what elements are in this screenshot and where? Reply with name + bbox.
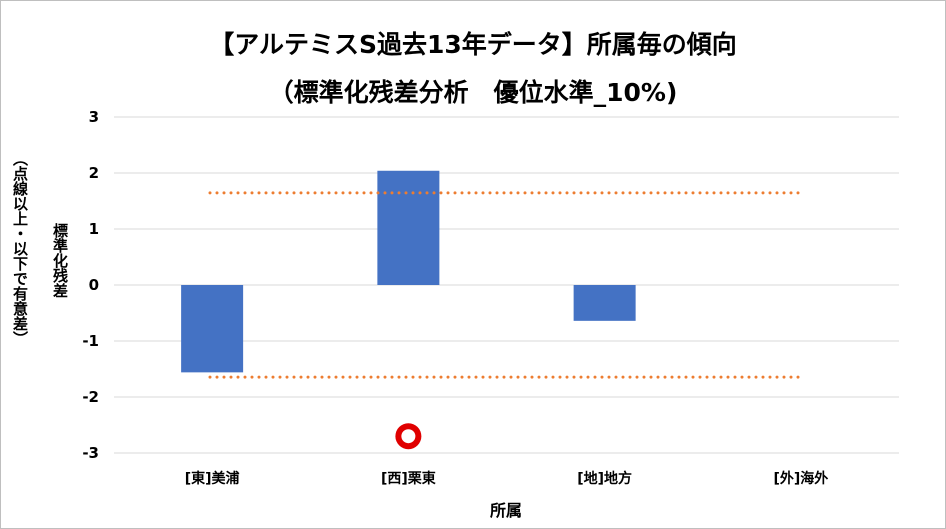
y-tick-label: -3 (82, 444, 99, 462)
x-tick-label: [外]海外 (773, 470, 828, 487)
x-tick-label: [地]地方 (577, 470, 632, 487)
y-tick-label: 2 (89, 164, 99, 182)
chart-title: 【アルテミスS過去13年データ】所属毎の傾向 (209, 30, 737, 59)
y-tick-label: -2 (82, 388, 99, 406)
x-tick-label: [西]栗東 (381, 470, 436, 487)
x-tick-label: [東]美浦 (185, 470, 240, 487)
y-tick-label: 0 (89, 276, 99, 294)
y-tick-label: 3 (89, 108, 99, 126)
significance-marker-center (401, 429, 416, 444)
y-axis-label: 標準化残差 (51, 223, 69, 298)
x-axis-label: 所属 (489, 501, 522, 520)
bar (573, 285, 636, 321)
y-tick-label: 1 (89, 220, 99, 238)
bar (181, 285, 244, 373)
y-axis-note: （点線以上・以下で有意差） (11, 151, 29, 346)
bar (377, 170, 440, 285)
chart-subtitle: （標準化残差分析 優位水準_10%) (268, 78, 678, 107)
y-tick-label: -1 (82, 332, 99, 350)
